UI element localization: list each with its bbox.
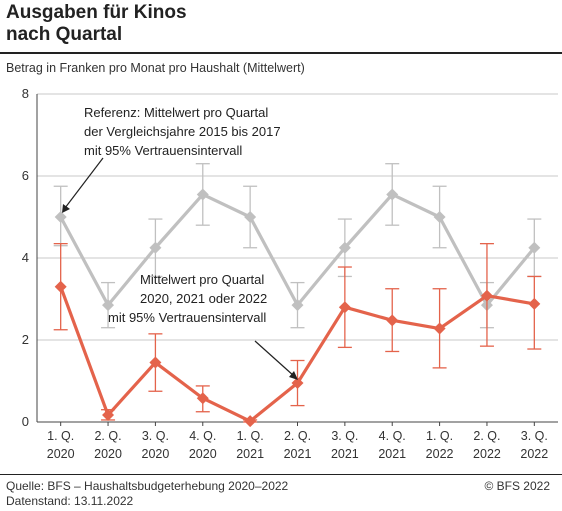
x-tick-label-year: 2020 (142, 447, 170, 461)
x-tick-label-year: 2020 (47, 447, 75, 461)
x-tick-label-quarter: 1. Q. (426, 429, 453, 443)
current-point (528, 297, 541, 310)
x-tick-label-year: 2022 (520, 447, 548, 461)
source-line: Quelle: BFS – Haushaltsbudgeterhebung 20… (6, 479, 289, 493)
date-line: Datenstand: 13.11.2022 (6, 494, 134, 508)
x-tick-label-quarter: 3. Q. (521, 429, 548, 443)
reference-annotation-line: Referenz: Mittelwert pro Quartal (84, 105, 268, 120)
footer-divider (0, 474, 562, 475)
x-tick-label-year: 2020 (94, 447, 122, 461)
current-error-bar (527, 275, 542, 350)
reference-annotation-line: der Vergleichsjahre 2015 bis 2017 (84, 124, 281, 139)
current-point (54, 280, 67, 293)
y-tick-label: 2 (22, 332, 29, 347)
x-tick-label-quarter: 1. Q. (47, 429, 74, 443)
x-tick-label-year: 2021 (236, 447, 264, 461)
current-point (386, 314, 399, 327)
y-tick-label: 8 (22, 86, 29, 101)
current-point (338, 301, 351, 314)
reference-annotation-arrowhead (62, 204, 70, 213)
current-point (291, 377, 304, 390)
title-line-2: nach Quartal (6, 24, 123, 45)
x-tick-label-quarter: 4. Q. (189, 429, 216, 443)
reference-point (291, 299, 304, 312)
x-tick-label-year: 2021 (284, 447, 312, 461)
reference-point (196, 188, 209, 201)
current-point (149, 356, 162, 369)
chart-subtitle: Betrag in Franken pro Monat pro Haushalt… (6, 61, 305, 75)
current-annotation-line: Mittelwert pro Quartal (140, 272, 264, 287)
current-point (480, 289, 493, 302)
x-tick-label-quarter: 1. Q. (237, 429, 264, 443)
reference-point (102, 299, 115, 312)
current-point (244, 415, 257, 428)
y-tick-label: 0 (22, 414, 29, 429)
x-tick-label-quarter: 2. Q. (284, 429, 311, 443)
y-tick-label: 6 (22, 168, 29, 183)
x-tick-label-year: 2021 (331, 447, 359, 461)
reference-point (54, 211, 67, 223)
x-tick-label-quarter: 4. Q. (379, 429, 406, 443)
current-point (196, 392, 209, 405)
current-point (433, 322, 446, 335)
x-tick-label-quarter: 3. Q. (331, 429, 358, 443)
reference-point (149, 241, 162, 254)
reference-point (433, 211, 446, 223)
title-line-1: Ausgaben für Kinos (6, 2, 187, 23)
copyright: © BFS 2022 (484, 479, 550, 493)
current-annotation-arrowhead (289, 371, 298, 380)
x-tick-label-year: 2021 (378, 447, 406, 461)
current-point (102, 409, 115, 422)
current-annotation-line: mit 95% Vertrauensintervall (108, 310, 266, 325)
y-tick-label: 4 (22, 250, 29, 265)
chart-title: Ausgaben für Kinos nach Quartal (6, 2, 187, 46)
current-annotation-line: 2020, 2021 oder 2022 (140, 291, 267, 306)
reference-point (528, 241, 541, 254)
x-tick-label-year: 2022 (426, 447, 454, 461)
x-tick-label-quarter: 3. Q. (142, 429, 169, 443)
reference-annotation-arrow (64, 157, 104, 209)
x-tick-label-quarter: 2. Q. (473, 429, 500, 443)
reference-annotation-line: mit 95% Vertrauensintervall (84, 143, 242, 158)
reference-point (338, 241, 351, 254)
current-annotation-arrow (254, 340, 295, 377)
reference-point (386, 188, 399, 201)
title-divider (0, 52, 562, 54)
x-tick-label-quarter: 2. Q. (94, 429, 121, 443)
source-note: Quelle: BFS – Haushaltsbudgeterhebung 20… (6, 479, 288, 509)
x-tick-label-year: 2020 (189, 447, 217, 461)
line-chart: 0 2 4 6 8 1. Q. 2020 2. Q. 2020 3. Q. 2020 4. Q. 202… (22, 86, 558, 461)
x-tick-label-year: 2022 (473, 447, 501, 461)
reference-point (244, 211, 257, 223)
